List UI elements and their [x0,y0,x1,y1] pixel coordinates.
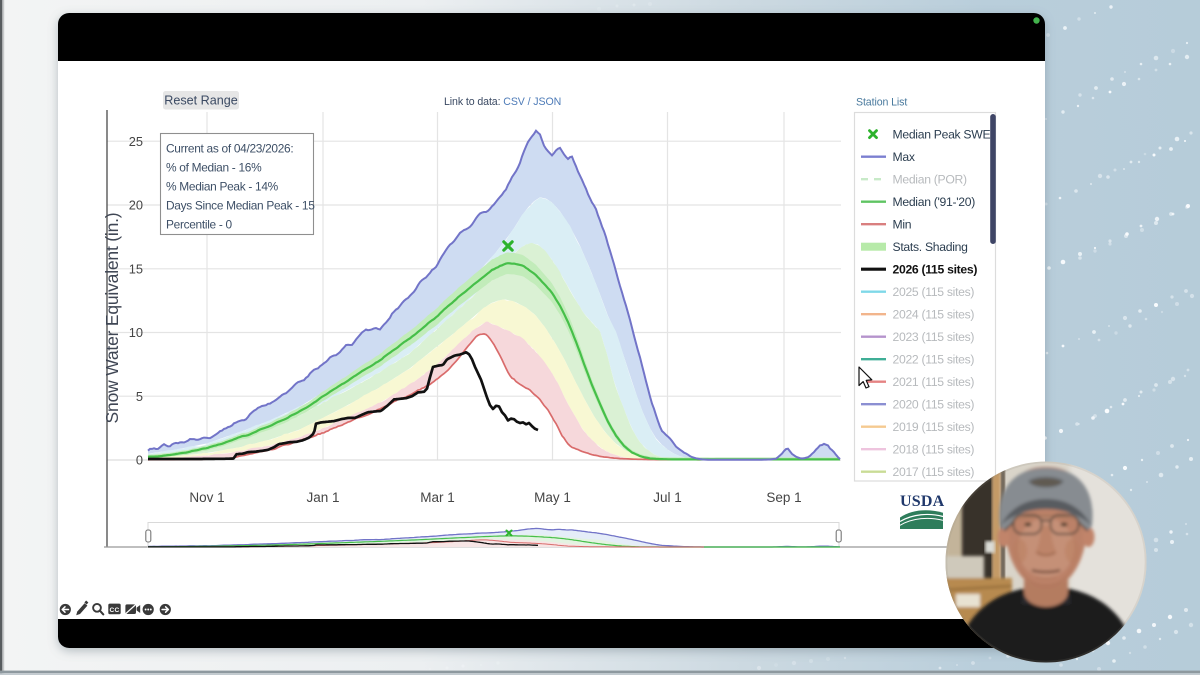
svg-text:2026 (115 sites): 2026 (115 sites) [893,263,978,277]
svg-text:Reset Range: Reset Range [164,94,238,108]
svg-text:USDA: USDA [900,493,945,510]
svg-text:May 1: May 1 [534,490,571,505]
svg-text:2020 (115 sites): 2020 (115 sites) [893,398,975,412]
svg-text:Current as of 04/23/2026:: Current as of 04/23/2026: [166,142,293,156]
svg-text:Jan 1: Jan 1 [306,490,339,505]
svg-text:Sep 1: Sep 1 [766,490,801,505]
svg-text:Snow Water Equivalent (in.): Snow Water Equivalent (in.) [102,213,122,424]
svg-text:Station List: Station List [856,97,907,109]
svg-text:Max: Max [893,150,915,164]
svg-text:Stats. Shading: Stats. Shading [893,240,968,254]
svg-text:0: 0 [136,453,143,468]
svg-text:2025 (115 sites): 2025 (115 sites) [893,285,975,299]
svg-text:5: 5 [136,389,143,404]
svg-text:Link to data: CSV / JSON: Link to data: CSV / JSON [444,96,561,108]
svg-text:Median ('91-'20): Median ('91-'20) [893,195,976,209]
svg-text:2023 (115 sites): 2023 (115 sites) [893,330,975,344]
svg-text:2017 (115 sites): 2017 (115 sites) [893,465,975,479]
svg-text:% Median Peak - 14%: % Median Peak - 14% [166,180,279,194]
svg-text:Mar 1: Mar 1 [420,490,455,505]
svg-text:20: 20 [129,198,143,213]
svg-text:Days Since Median Peak - 15: Days Since Median Peak - 15 [166,199,315,213]
svg-text:25: 25 [129,134,143,149]
svg-text:15: 15 [129,261,143,276]
svg-text:% of Median - 16%: % of Median - 16% [166,161,262,175]
svg-text:Percentile - 0: Percentile - 0 [166,218,233,232]
svg-text:2018 (115 sites): 2018 (115 sites) [893,443,975,457]
svg-text:Median (POR): Median (POR) [893,173,968,187]
svg-text:Min: Min [893,218,912,232]
svg-text:2019 (115 sites): 2019 (115 sites) [893,420,975,434]
svg-text:10: 10 [129,325,143,340]
svg-text:Nov 1: Nov 1 [189,490,224,505]
svg-text:CC: CC [110,607,120,614]
svg-text:2022 (115 sites): 2022 (115 sites) [893,353,975,367]
svg-text:2024 (115 sites): 2024 (115 sites) [893,308,975,322]
svg-text:2021 (115 sites): 2021 (115 sites) [893,375,975,389]
svg-text:Jul 1: Jul 1 [653,490,682,505]
svg-text:Median Peak SWE: Median Peak SWE [893,128,991,142]
